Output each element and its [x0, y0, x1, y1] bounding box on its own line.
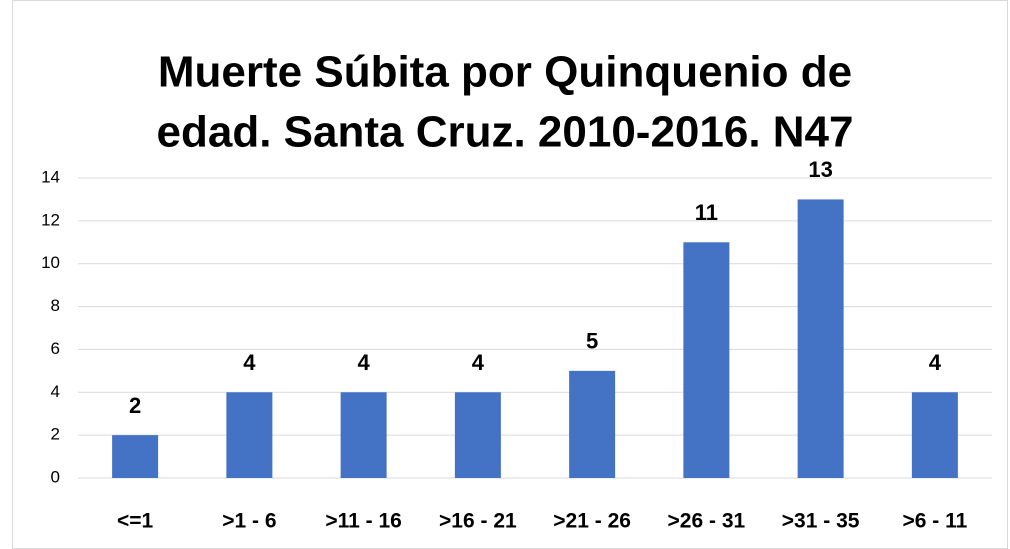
x-tick-label: <=1	[117, 510, 154, 533]
y-tick-label: 2	[51, 425, 60, 444]
x-tick-label: >26 - 31	[668, 510, 746, 533]
y-tick-label: 12	[41, 210, 60, 229]
x-tick-label: >1 - 6	[222, 510, 276, 533]
data-label: 13	[808, 157, 832, 182]
y-tick-label: 4	[51, 382, 60, 401]
y-tick-label: 8	[51, 296, 60, 315]
x-tick-label: >11 - 16	[325, 510, 401, 533]
bar	[112, 435, 159, 478]
bar	[797, 199, 844, 478]
y-tick-label: 14	[41, 167, 60, 186]
data-label: 2	[129, 393, 141, 418]
data-label: 4	[358, 350, 371, 375]
x-tick-label: >21 - 26	[553, 510, 631, 533]
bar	[911, 392, 958, 478]
bar	[340, 392, 387, 478]
bar	[683, 242, 730, 478]
chart-title: edad. Santa Cruz. 2010-2016. N47	[157, 108, 854, 157]
data-label: 4	[929, 350, 942, 375]
bar	[569, 370, 616, 478]
x-tick-label: >16 - 21	[439, 510, 517, 533]
data-label: 4	[472, 350, 485, 375]
chart-title: Muerte Súbita por Quinquenio de	[158, 48, 852, 97]
data-label: 11	[695, 200, 718, 225]
bar	[454, 392, 501, 478]
y-tick-label: 6	[51, 339, 60, 358]
data-label: 4	[243, 350, 256, 375]
x-tick-label: >31 - 35	[782, 510, 860, 533]
data-label: 5	[586, 329, 598, 354]
x-tick-label: >6 - 11	[902, 510, 967, 533]
y-tick-label: 10	[41, 253, 60, 272]
bar	[226, 392, 273, 478]
y-tick-label: 0	[51, 467, 60, 486]
